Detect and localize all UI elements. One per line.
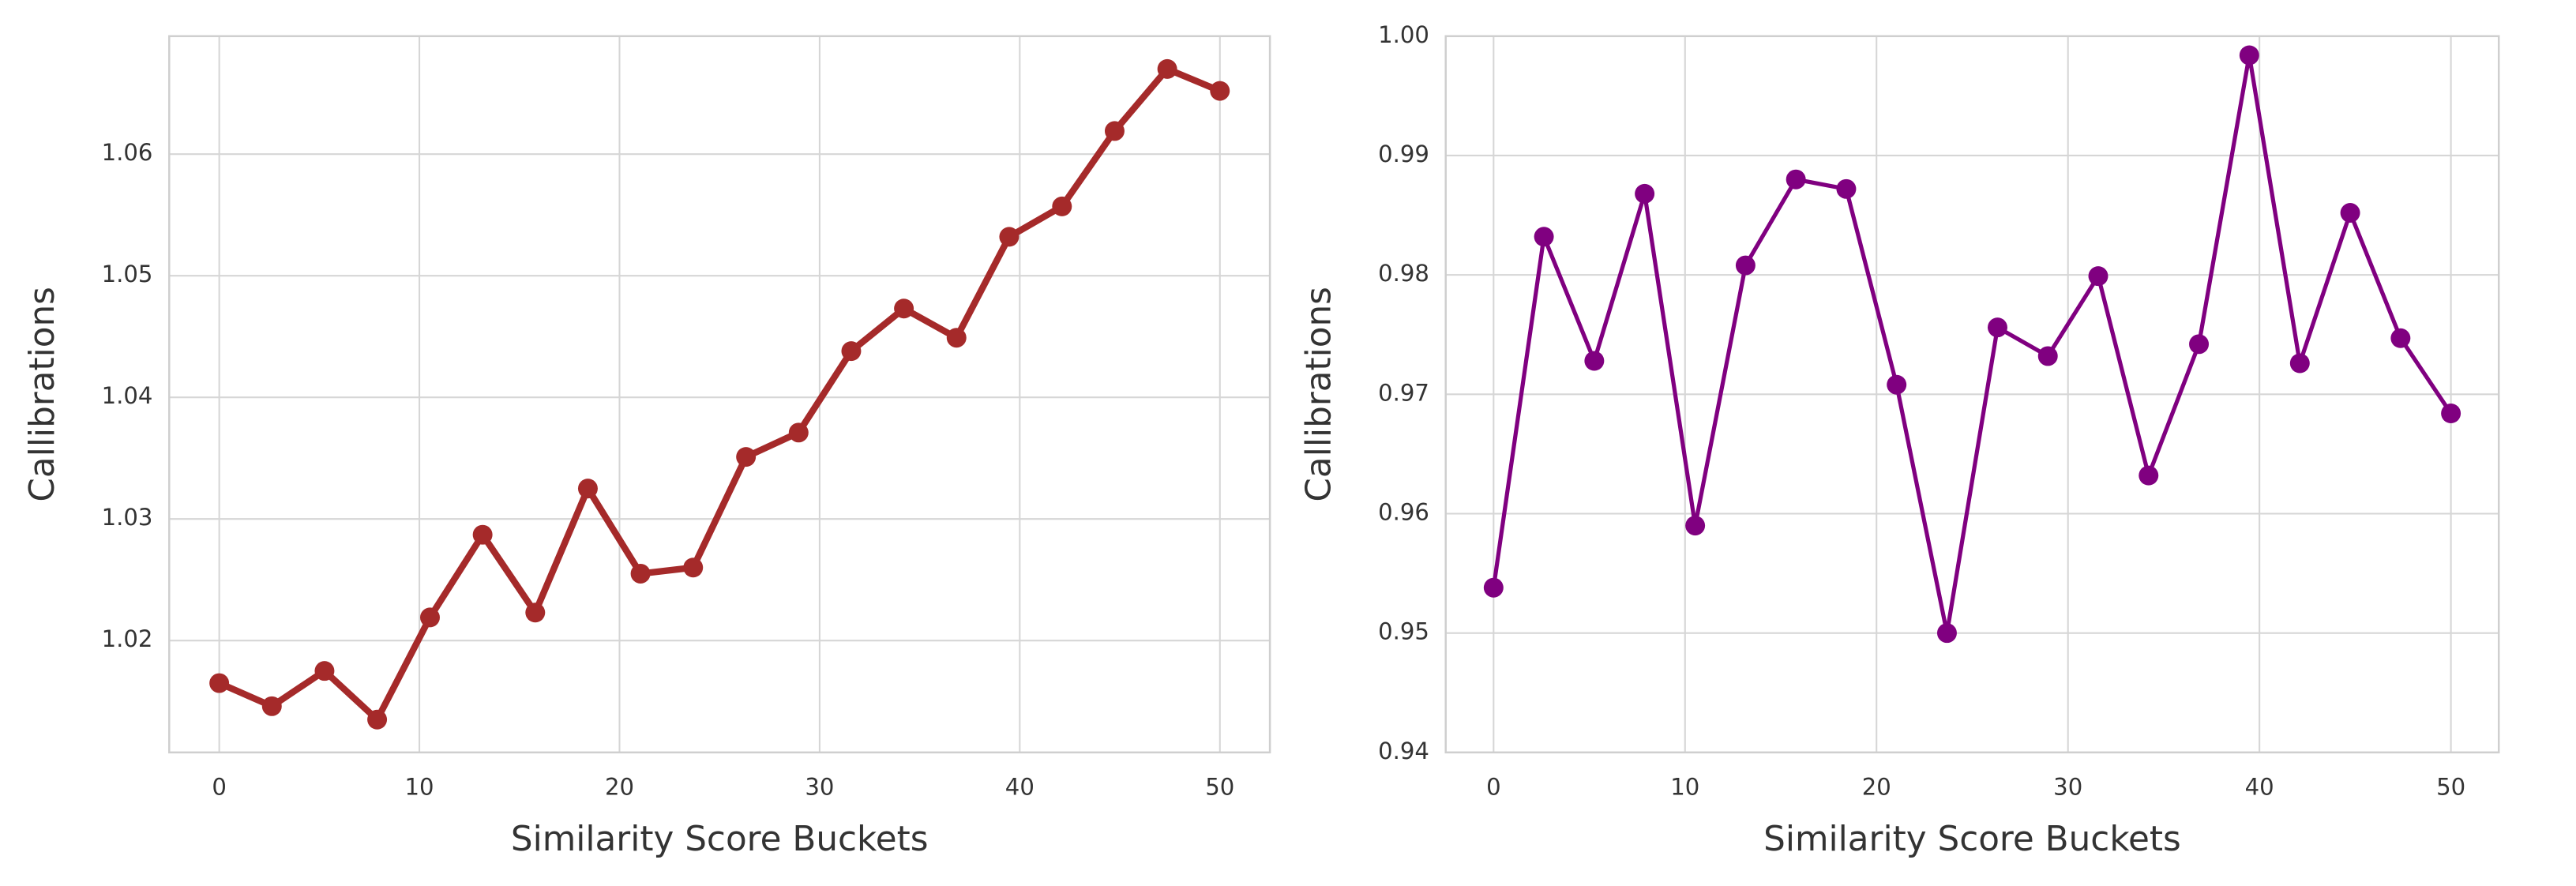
- y-axis-label: Callibrations: [1299, 287, 1339, 502]
- data-point: [420, 607, 440, 628]
- data-point: [1685, 516, 1706, 536]
- y-tick-label: 0.94: [1378, 738, 1429, 764]
- data-point: [2088, 266, 2108, 287]
- data-point: [367, 709, 388, 730]
- data-point: [683, 558, 704, 578]
- data-point: [1987, 317, 2007, 338]
- data-point: [1157, 58, 1177, 79]
- data-point: [2239, 45, 2259, 66]
- y-tick-label: 1.04: [102, 382, 153, 409]
- data-point: [894, 298, 914, 319]
- x-tick-label: 0: [1486, 774, 1501, 801]
- data-point: [2340, 203, 2360, 223]
- data-point: [841, 341, 862, 362]
- data-point: [2037, 346, 2058, 366]
- data-point: [788, 422, 809, 443]
- plot-area: [169, 36, 1271, 753]
- data-point: [1483, 577, 1504, 598]
- x-tick-label: 0: [212, 774, 227, 801]
- data-point: [999, 227, 1020, 247]
- data-point: [2289, 353, 2310, 374]
- data-point: [209, 673, 230, 693]
- data-point: [577, 479, 598, 499]
- data-point: [1635, 183, 1655, 204]
- y-tick-label: 0.97: [1378, 379, 1429, 406]
- data-point: [1735, 255, 1756, 276]
- data-point: [1210, 81, 1230, 101]
- x-tick-label: 40: [1005, 774, 1035, 801]
- x-tick-label: 10: [1670, 774, 1699, 801]
- data-point: [1936, 623, 1957, 644]
- data-point: [1836, 178, 1857, 199]
- x-tick-label: 50: [1205, 774, 1234, 801]
- data-line: [1491, 53, 2453, 636]
- x-tick-label: 50: [2436, 774, 2465, 801]
- y-tick-label: 0.95: [1378, 618, 1429, 645]
- x-tick-label: 30: [805, 774, 834, 801]
- data-point: [2390, 328, 2411, 348]
- data-point: [1104, 121, 1125, 141]
- y-tick-label: 1.02: [102, 625, 153, 652]
- plot-frame: [168, 35, 1271, 754]
- data-point: [1052, 196, 1072, 216]
- data-point: [472, 524, 493, 545]
- x-tick-label: 20: [605, 774, 634, 801]
- x-tick-label: 20: [1862, 774, 1891, 801]
- y-tick-label: 1.00: [1378, 21, 1429, 48]
- data-point: [1786, 169, 1806, 190]
- data-point: [1534, 227, 1554, 247]
- y-tick-label: 1.06: [102, 139, 153, 166]
- data-point: [314, 661, 335, 681]
- data-point: [1887, 374, 1907, 395]
- data-point: [946, 328, 967, 348]
- x-axis-label: Similarity Score Buckets: [1763, 819, 2181, 859]
- y-tick-label: 1.03: [102, 504, 153, 531]
- x-axis-label: Similarity Score Buckets: [511, 819, 929, 859]
- y-tick-label: 0.98: [1378, 260, 1429, 287]
- data-point: [261, 696, 282, 716]
- y-tick-label: 1.05: [102, 261, 153, 287]
- data-point: [1584, 351, 1605, 371]
- x-tick-label: 40: [2245, 774, 2274, 801]
- y-tick-label: 0.96: [1378, 498, 1429, 525]
- plot-frame: [1444, 35, 2500, 754]
- x-tick-label: 10: [405, 774, 434, 801]
- data-point: [630, 563, 651, 584]
- y-axis-label: Callibrations: [22, 287, 62, 502]
- y-tick-label: 0.99: [1378, 141, 1429, 167]
- data-point: [2441, 404, 2461, 423]
- data-point: [736, 447, 757, 467]
- data-point: [2189, 334, 2210, 355]
- data-line: [217, 66, 1222, 723]
- data-point: [525, 603, 546, 623]
- data-point: [2139, 465, 2159, 486]
- x-tick-label: 30: [2053, 774, 2082, 801]
